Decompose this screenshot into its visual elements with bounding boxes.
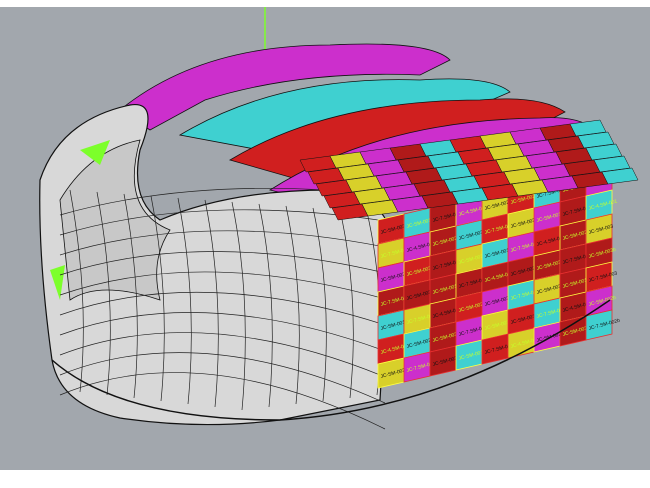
facade-panel[interactable]: JC-SM-003b (533, 273, 565, 305)
green-edge-left (80, 140, 110, 165)
shell-grid-line (258, 203, 273, 408)
shell-grid-line (177, 197, 192, 405)
facade-panel[interactable]: JC-SM-001 (455, 339, 484, 371)
shell-inner (59, 139, 171, 301)
facade-panel[interactable]: JC-SM-003b (481, 309, 513, 341)
roof-panel[interactable] (569, 119, 607, 137)
facade-panel[interactable]: JC-4.SM-001 (377, 333, 410, 365)
facade-panel[interactable]: JC-7.SM-002b (585, 309, 621, 341)
facade-panel[interactable]: JC-7.SM-003 (481, 333, 514, 365)
roof-panel[interactable] (577, 131, 615, 149)
facade-panel[interactable]: JC-SM-002b (455, 291, 487, 323)
facade-panel[interactable]: JC-7.SM-003 (429, 201, 462, 233)
shell-grid-line (150, 195, 165, 402)
shell-grid-line (59, 312, 386, 352)
facade-panel[interactable]: JC-7.SM-003 (377, 237, 410, 269)
shell-grid-line (339, 209, 354, 399)
facade-panel[interactable]: JC-SM-003b (377, 213, 409, 245)
facade-panel[interactable]: JC-SM-001 (481, 237, 510, 269)
roof-panel[interactable] (585, 143, 623, 161)
facade-panel[interactable]: JC-SM-002b (507, 255, 539, 287)
facade-panel[interactable]: JC-4.SM-001 (585, 189, 618, 221)
shell-grid-line (285, 205, 300, 405)
roof-panel[interactable] (601, 167, 639, 185)
shell-grid-line (123, 193, 138, 399)
cad-viewport[interactable]: JC-SM-003b JC-SM-001 JC-7.SM-003 JC-4.SM-00… (0, 7, 650, 470)
shell-grid-line (59, 332, 386, 378)
facade-panel[interactable]: JC-SM-002b (585, 285, 617, 317)
shell-grid-line (59, 271, 386, 300)
shell-grid-line (231, 201, 246, 411)
shell-grid-line (96, 191, 111, 396)
facade-panel[interactable]: JC-SM-001 (533, 201, 562, 233)
facade-panel[interactable]: JC-4.SM-001 (533, 225, 566, 257)
facade-panel[interactable]: JC-SM-001 (559, 267, 588, 299)
facade-panel[interactable]: JC-SM-001 (403, 207, 432, 239)
facade-panel[interactable]: JC-7.SM-003 (455, 267, 488, 299)
shell-grid-line (59, 251, 386, 276)
shell-grid-line (69, 189, 84, 393)
facade-panel[interactable]: JC-SM-003b (403, 279, 435, 311)
facade-panel[interactable]: JC-SM-002b (377, 261, 409, 293)
facade-panel[interactable]: JC-4.SM-001 (403, 231, 436, 263)
fin-1 (119, 43, 451, 131)
green-edge-left-2 (50, 265, 65, 300)
facade-panel[interactable]: JC-7.SM-003 (585, 261, 618, 293)
facade-panel[interactable]: JC-SM-003 (533, 249, 562, 281)
facade-panel[interactable]: JC-SM-003b (455, 243, 487, 275)
shell-grid-line (59, 352, 386, 404)
base-edge (51, 299, 611, 421)
facade-panel[interactable]: JC-SM-002b (403, 327, 435, 359)
shell-grid-line (59, 230, 386, 256)
facade-panel[interactable]: JC-SM-003 (403, 255, 432, 287)
facade-panel[interactable]: JC-7.SM-003 (403, 303, 436, 335)
shell-grid-line (59, 372, 386, 430)
facade-panel[interactable]: JC-SM-003 (377, 357, 406, 389)
facade-panel[interactable]: JC-7.SM-003 (559, 195, 592, 227)
facade-panel[interactable]: JC-SM-001 (507, 303, 536, 335)
roof-panel[interactable] (593, 155, 631, 173)
facade-panel[interactable]: JC-SM-002b (559, 219, 591, 251)
shell-grid-line (204, 199, 219, 408)
shell-grid-line (312, 207, 327, 402)
facade-panel[interactable]: JC-7.SM-003 (507, 231, 540, 263)
shell-grid-line (59, 291, 386, 326)
